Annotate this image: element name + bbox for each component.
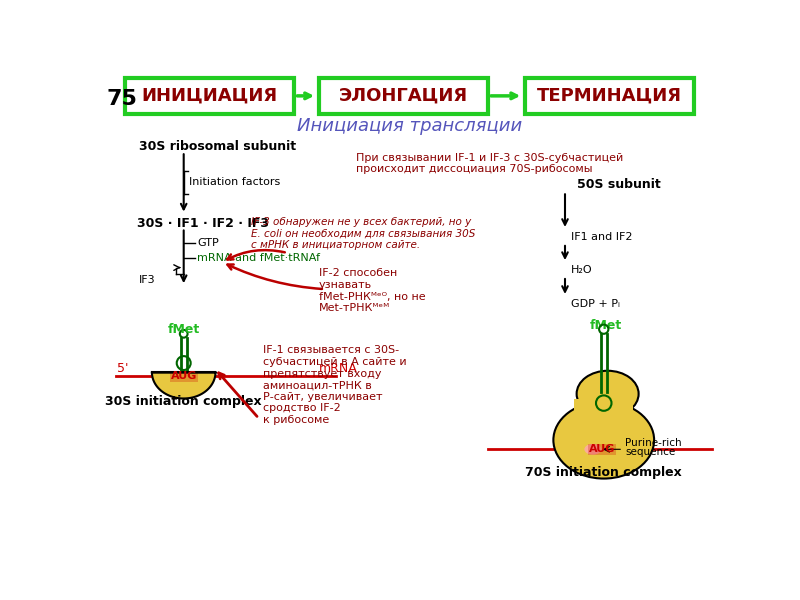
- FancyBboxPatch shape: [574, 399, 634, 422]
- Text: Инициация трансляции: Инициация трансляции: [298, 117, 522, 135]
- Text: H₂O: H₂O: [571, 265, 593, 275]
- FancyBboxPatch shape: [525, 78, 694, 113]
- Text: 30S initiation complex: 30S initiation complex: [106, 395, 262, 409]
- Text: mRNA: mRNA: [318, 362, 358, 374]
- Text: sequence: sequence: [626, 448, 676, 457]
- Text: IF1 and IF2: IF1 and IF2: [571, 232, 633, 242]
- Text: fMet: fMet: [590, 319, 622, 332]
- Text: 30S · IF1 · IF2 · IF3: 30S · IF1 · IF2 · IF3: [138, 217, 269, 230]
- Text: IF-3 обнаружен не у всех бактерий, но у
E. coli он необходим для связывания 30S
: IF-3 обнаружен не у всех бактерий, но у …: [251, 217, 475, 250]
- Text: AUG: AUG: [589, 444, 615, 454]
- Text: 50S subunit: 50S subunit: [577, 178, 660, 191]
- Text: IF-2 способен
узнавать
fMet-РНКᴹᵉᴼ, но не
Met-тРНКᴹᵉᴹ: IF-2 способен узнавать fMet-РНКᴹᵉᴼ, но н…: [318, 268, 425, 313]
- Text: GTP: GTP: [197, 238, 218, 248]
- Text: mRNA and fMet·tRNAf: mRNA and fMet·tRNAf: [197, 253, 320, 263]
- Text: Initiation factors: Initiation factors: [189, 177, 280, 187]
- Text: GDP + Pᵢ: GDP + Pᵢ: [571, 299, 620, 309]
- Text: IF-1 связывается с 30S-
субчастицей в A сайте и
препятствует входу
аминоацил-тРН: IF-1 связывается с 30S- субчастицей в A …: [262, 346, 406, 425]
- FancyBboxPatch shape: [125, 78, 294, 113]
- Ellipse shape: [584, 444, 602, 455]
- Text: IF3: IF3: [138, 275, 155, 285]
- Text: При связывании IF-1 и IF-3 с 30S-субчастицей
происходит диссоциация 70S-рибосомы: При связывании IF-1 и IF-3 с 30S-субчаст…: [356, 153, 623, 175]
- FancyBboxPatch shape: [170, 371, 198, 382]
- Polygon shape: [152, 372, 215, 398]
- Text: fMet: fMet: [168, 323, 201, 336]
- FancyBboxPatch shape: [588, 444, 616, 455]
- Text: 5': 5': [117, 362, 129, 374]
- Text: ЭЛОНГАЦИЯ: ЭЛОНГАЦИЯ: [338, 87, 467, 105]
- Text: ИНИЦИАЦИЯ: ИНИЦИАЦИЯ: [142, 87, 278, 105]
- Ellipse shape: [577, 371, 638, 417]
- Text: ТЕРМИНАЦИЯ: ТЕРМИНАЦИЯ: [537, 87, 682, 105]
- Text: 30S ribosomal subunit: 30S ribosomal subunit: [138, 140, 296, 153]
- Text: AUG: AUG: [170, 371, 197, 381]
- Text: 75: 75: [106, 89, 137, 109]
- FancyBboxPatch shape: [318, 78, 487, 113]
- Text: 70S initiation complex: 70S initiation complex: [526, 466, 682, 479]
- Text: Purine-rich: Purine-rich: [626, 438, 682, 448]
- Ellipse shape: [554, 401, 654, 479]
